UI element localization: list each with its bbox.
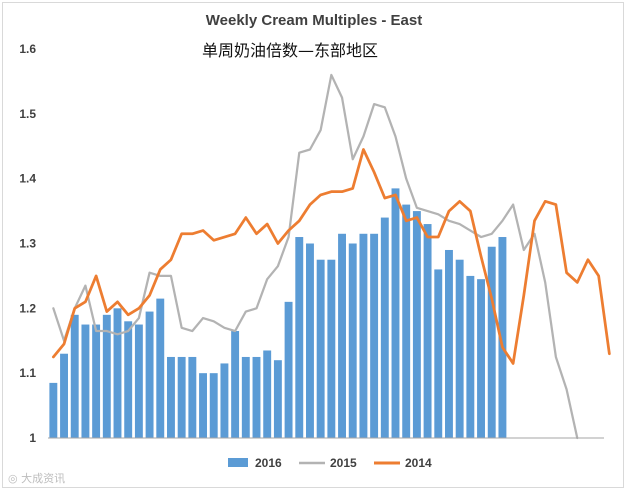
bar-2016 (209, 373, 218, 438)
bar-2016 (316, 259, 325, 438)
bar-2016 (466, 275, 475, 438)
bar-2016 (338, 233, 346, 438)
legend: 2016 2015 2014 (228, 456, 432, 470)
y-tick-label: 1.6 (19, 42, 36, 56)
bar-2016 (273, 360, 282, 438)
bar-2016 (220, 363, 229, 438)
bar-2016 (167, 356, 175, 438)
y-tick-label: 1.2 (19, 301, 36, 315)
bar-2016 (423, 224, 432, 438)
bar-2016 (295, 237, 304, 438)
bar-2016 (113, 308, 122, 438)
bar-2016 (370, 233, 379, 438)
bar-2016 (177, 356, 186, 438)
bar-2016 (241, 356, 250, 438)
legend-label-2015: 2015 (330, 456, 357, 470)
bar-2016 (70, 314, 79, 438)
line-2014 (51, 148, 611, 365)
bar-2016 (102, 314, 111, 438)
bar-2016 (60, 353, 68, 438)
bar-2016 (284, 301, 293, 438)
bar-2016 (477, 279, 485, 438)
series-2016-bars (49, 188, 507, 438)
y-tick-label: 1.1 (19, 366, 36, 380)
legend-label-2014: 2014 (405, 456, 432, 470)
bar-2016 (156, 298, 165, 438)
bar-2016 (455, 259, 464, 438)
bar-2016 (81, 324, 90, 438)
bar-2016 (380, 217, 389, 438)
bar-2016 (134, 324, 143, 438)
bar-2016 (199, 373, 207, 438)
bar-2016 (391, 188, 400, 438)
y-tick-label: 1.3 (19, 237, 36, 251)
bar-2016 (263, 350, 272, 438)
bar-2016 (231, 331, 240, 438)
chart-subtitle: 单周奶油倍数—东部地区 (201, 41, 378, 60)
bar-2016 (359, 233, 368, 438)
y-tick-label: 1.5 (19, 107, 36, 121)
y-tick-label: 1.4 (19, 172, 36, 186)
bar-2016 (306, 243, 314, 438)
bar-2016 (252, 356, 261, 438)
bar-2016 (188, 356, 197, 438)
line-2015 (52, 73, 579, 440)
bar-2016 (327, 259, 336, 438)
bar-2016 (498, 237, 507, 438)
bar-2016 (49, 382, 58, 438)
watermark: ◎ 大成资讯 (8, 472, 66, 485)
legend-label-2016: 2016 (255, 456, 282, 470)
legend-swatch-2016 (228, 458, 248, 467)
bar-2016 (445, 249, 453, 438)
chart-title: Weekly Cream Multiples - East (205, 12, 423, 29)
bar-2016 (412, 211, 421, 438)
bar-2016 (92, 324, 101, 438)
bar-2016 (145, 311, 154, 438)
bar-2016 (434, 269, 443, 438)
bar-2016 (487, 246, 496, 438)
bar-2016 (402, 204, 411, 438)
bar-2016 (348, 243, 357, 438)
bar-2016 (124, 321, 133, 438)
y-tick-label: 1 (29, 431, 36, 445)
